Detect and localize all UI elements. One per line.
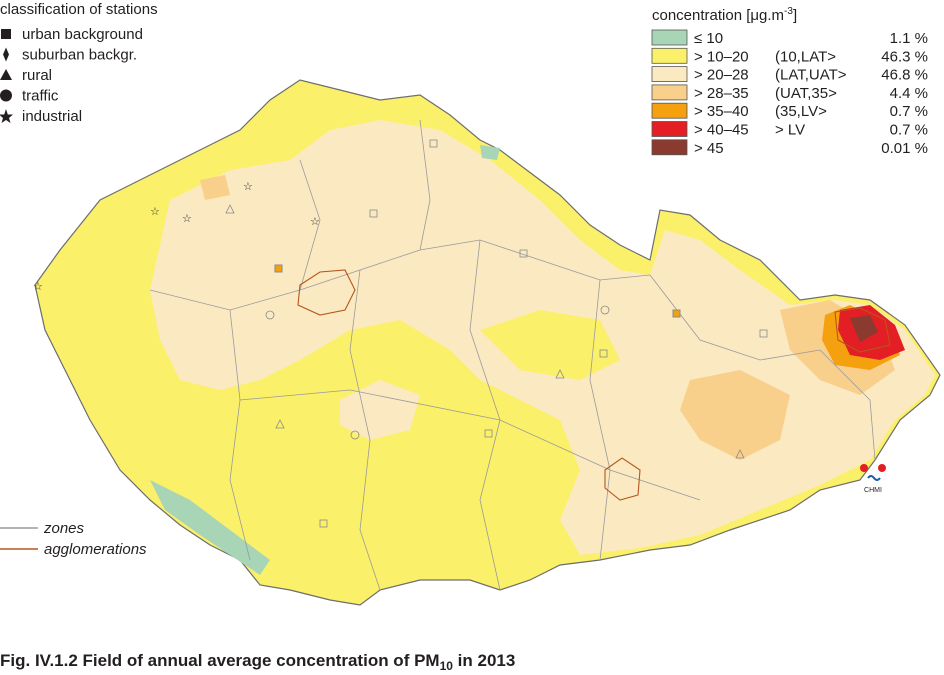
station-traffic	[265, 310, 275, 320]
legend-range: > 10–20	[694, 48, 749, 65]
legend-range: > 28–35	[694, 85, 749, 102]
legend-swatch	[651, 102, 688, 119]
zone-border	[419, 119, 431, 251]
legend-swatch	[651, 29, 688, 46]
legend-class: (10,LAT>	[775, 48, 836, 65]
legend-swatch	[651, 121, 688, 137]
legend-share: 4.4 %	[890, 85, 928, 102]
zone-below-10	[480, 145, 500, 160]
agglomeration-border	[834, 307, 891, 353]
zone-border	[299, 159, 321, 291]
station-urban	[599, 349, 608, 358]
legend-share: 46.3 %	[881, 48, 928, 65]
zones-legend-label: zones	[43, 520, 85, 537]
station-traffic	[600, 305, 610, 315]
station-industrial: ☆	[150, 206, 160, 218]
legend-class: > LV	[775, 122, 805, 139]
legend-swatch	[651, 139, 688, 156]
legend-share: 0.01 %	[881, 140, 928, 157]
station-urban	[274, 264, 283, 273]
logo-text: CHMI	[864, 487, 882, 494]
agglomeration-border	[297, 269, 356, 316]
zone-10-20	[480, 310, 620, 380]
zone-28-35	[200, 175, 230, 200]
legend-symbol	[0, 69, 12, 80]
station-urban	[484, 429, 493, 438]
zone-border	[349, 269, 381, 591]
station-urban	[519, 249, 528, 258]
concentration-legend-title: concentration [μg.m-3]	[652, 6, 797, 24]
agglomerations-legend-label: agglomerations	[44, 541, 147, 558]
zone-28-35	[680, 370, 790, 460]
stations: ☆ ☆ ☆ ☆ ☆	[33, 139, 768, 528]
legend-swatch	[651, 47, 688, 64]
stations-legend-label: industrial	[22, 108, 82, 125]
station-industrial: ☆	[243, 181, 253, 193]
station-urban	[672, 309, 681, 318]
legend-class: (LAT,UAT>	[775, 67, 847, 84]
legend-class: (35,LV>	[775, 103, 827, 120]
legend-share: 46.8 %	[881, 67, 928, 84]
zone-border	[229, 309, 251, 561]
zone-border	[239, 389, 701, 501]
station-urban	[429, 139, 438, 148]
station-rural	[275, 419, 285, 429]
station-rural	[555, 369, 565, 379]
zone-below-10	[150, 480, 270, 575]
stations-legend-label: rural	[22, 67, 52, 84]
legend-symbol	[1, 29, 11, 39]
stations-legend-label: suburban backgr.	[22, 47, 137, 64]
stations-legend: urban background suburban backgr. rural tra…	[0, 26, 143, 125]
legend-symbol	[3, 47, 9, 62]
station-rural	[225, 204, 235, 214]
legend-range: > 45	[694, 140, 724, 157]
stations-legend-label: traffic	[22, 88, 59, 105]
station-traffic	[350, 430, 360, 440]
station-urban	[319, 519, 328, 528]
legend-class: (UAT,35>	[775, 85, 837, 102]
legend-symbol	[0, 89, 12, 102]
station-urban	[759, 329, 768, 338]
legend-swatch	[651, 84, 688, 101]
station-rural	[735, 449, 745, 459]
caption: Fig. IV.1.2 Field of annual average conc…	[0, 651, 515, 670]
legend-range: > 35–40	[694, 103, 749, 120]
stations-legend-label: urban background	[22, 26, 143, 43]
legend-range: > 20–28	[694, 67, 749, 84]
concentration-legend: ≤ 10 1.1 % > 10–20 (10,LAT> 46.3 % > 20–28 (LA…	[651, 29, 928, 157]
legend-share: 0.7 %	[890, 122, 928, 139]
station-industrial: ☆	[33, 281, 43, 293]
station-industrial: ☆	[310, 216, 320, 228]
station-industrial: ☆	[182, 213, 192, 225]
legend-range: ≤ 10	[694, 30, 723, 47]
zone-border	[649, 274, 876, 461]
legend-range: > 40–45	[694, 122, 749, 139]
legend-share: 0.7 %	[890, 103, 928, 120]
station-urban	[369, 209, 378, 218]
agglomeration-border	[604, 457, 641, 501]
legend-swatch	[651, 66, 688, 82]
legend-share: 1.1 %	[890, 30, 928, 47]
logo: CHMI	[860, 464, 886, 494]
zone-border	[589, 279, 611, 561]
zone-above-45	[850, 315, 878, 342]
legend-symbol	[0, 109, 13, 123]
stations-legend-title: classification of stations	[0, 1, 158, 18]
